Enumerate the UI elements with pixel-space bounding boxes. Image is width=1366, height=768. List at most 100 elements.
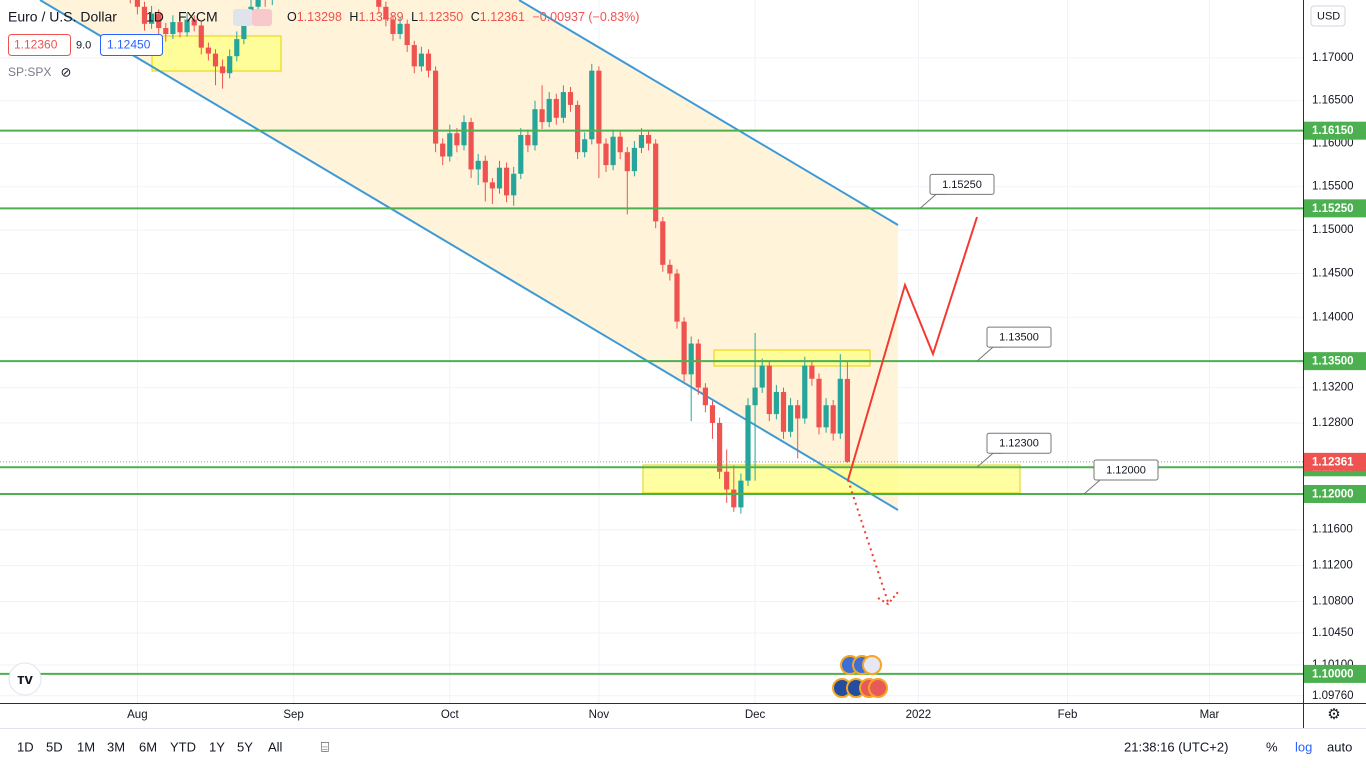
- candle-body: [482, 160, 488, 183]
- candle-body: [724, 471, 730, 490]
- range-button[interactable]: 1D: [17, 739, 34, 754]
- callout-pointer: [919, 193, 946, 209]
- candle-body: [830, 405, 836, 434]
- candle-body: [539, 109, 545, 123]
- ohlc-value: 1.12361: [480, 10, 525, 24]
- y-tick-label: 1.10450: [1312, 627, 1354, 639]
- range-button[interactable]: YTD: [170, 739, 196, 754]
- event-icons: [832, 655, 888, 698]
- tv-logo[interactable]: ᴛᴠ: [8, 662, 42, 696]
- candle-body: [255, 0, 261, 7]
- candle-body: [560, 92, 566, 118]
- collapse-button[interactable]: [233, 9, 253, 26]
- candle-body: [745, 405, 751, 481]
- callout-box: [986, 432, 1052, 454]
- level-badge-label: 1.13500: [1312, 356, 1354, 368]
- y-tick-label: 1.11200: [1312, 560, 1353, 572]
- x-tick-label: Nov: [589, 709, 610, 721]
- callout-label: 1.15250: [942, 179, 982, 191]
- ohlc-value: 1.13489: [358, 10, 403, 24]
- range-button[interactable]: All: [268, 739, 283, 754]
- candle-body: [418, 53, 424, 67]
- candle-body: [496, 167, 503, 189]
- interval[interactable]: 1D: [146, 9, 164, 25]
- candle-body: [617, 136, 623, 153]
- range-button[interactable]: 6M: [139, 739, 157, 754]
- settings-icon[interactable]: ⚙: [1327, 706, 1340, 723]
- y-tick-label: 1.11600: [1312, 524, 1353, 536]
- time-axis[interactable]: [0, 704, 1303, 728]
- range-button[interactable]: 1M: [77, 739, 95, 754]
- ohlc-key: L: [411, 10, 418, 24]
- percent-toggle[interactable]: %: [1266, 739, 1278, 754]
- candle-body: [631, 147, 637, 172]
- visibility-icon[interactable]: ⊘: [61, 64, 72, 79]
- candle-body: [227, 56, 233, 74]
- candle-body: [759, 365, 765, 388]
- candle-body: [787, 405, 794, 432]
- candle-body: [709, 405, 716, 423]
- candle-body: [468, 122, 474, 170]
- range-button[interactable]: 3M: [107, 739, 125, 754]
- y-tick-label: 1.13200: [1312, 382, 1354, 394]
- candle-body: [198, 25, 204, 48]
- candle-body: [177, 22, 183, 33]
- candle-body: [660, 221, 666, 265]
- x-tick-label: Feb: [1058, 709, 1078, 721]
- level-badge: [1304, 484, 1366, 503]
- candle-body: [731, 489, 737, 508]
- candle-body: [695, 343, 701, 388]
- level-badge-label: 1.15250: [1312, 203, 1354, 215]
- candle-body: [489, 182, 495, 189]
- candle-body: [589, 70, 595, 140]
- callout-label: 1.12300: [999, 438, 1039, 450]
- change: −0.00937 (−0.83%): [532, 10, 639, 24]
- date-range-icon[interactable]: ⌸: [321, 739, 329, 755]
- candle-body: [681, 321, 687, 375]
- buy-button[interactable]: [100, 34, 163, 56]
- candle-body: [653, 143, 659, 222]
- candle-body: [134, 0, 140, 7]
- callout-pointer: [976, 346, 1003, 362]
- level-badge: [1304, 121, 1366, 140]
- candle-body: [837, 378, 843, 434]
- sell-button[interactable]: [8, 34, 71, 56]
- currency-select[interactable]: [1310, 5, 1346, 27]
- candle-body: [645, 134, 652, 144]
- candle-body: [716, 422, 723, 472]
- forecast-arrowhead: [877, 591, 899, 606]
- ask: 1.12450: [107, 38, 151, 52]
- exchange[interactable]: FXCM: [178, 9, 218, 25]
- candle-body: [383, 6, 389, 20]
- candle-body: [241, 19, 247, 40]
- symbol[interactable]: Euro / U.S. Dollar: [8, 9, 117, 25]
- range-button[interactable]: 5D: [46, 739, 63, 754]
- x-tick-label: Mar: [1200, 709, 1220, 721]
- y-tick-label: 1.16500: [1312, 95, 1354, 107]
- x-tick-label: Dec: [745, 709, 766, 721]
- y-tick-label: 1.15000: [1312, 224, 1354, 236]
- candle-body: [773, 391, 779, 415]
- log-toggle[interactable]: log: [1295, 739, 1312, 754]
- candle-body: [432, 70, 439, 144]
- candle-body: [688, 343, 694, 375]
- candle-body: [376, 0, 382, 7]
- currency-label: USD: [1317, 10, 1340, 22]
- candle-body: [148, 13, 155, 24]
- auto-toggle[interactable]: auto: [1327, 739, 1352, 754]
- indicator-button[interactable]: [252, 9, 272, 26]
- y-tick-label: 1.09760: [1312, 690, 1354, 702]
- candle-body: [454, 133, 460, 146]
- compare-symbol: SP:SPX: [8, 65, 51, 79]
- range-button[interactable]: 1Y: [209, 739, 225, 754]
- zone: [713, 349, 871, 367]
- candle-body: [844, 378, 850, 462]
- candle-body: [823, 405, 829, 428]
- candle-body: [156, 13, 162, 29]
- candle-body: [674, 273, 680, 322]
- candle-body: [638, 134, 645, 148]
- range-button[interactable]: 5Y: [237, 739, 253, 754]
- candle-body: [440, 143, 446, 157]
- y-tick-label: 1.14500: [1312, 268, 1354, 280]
